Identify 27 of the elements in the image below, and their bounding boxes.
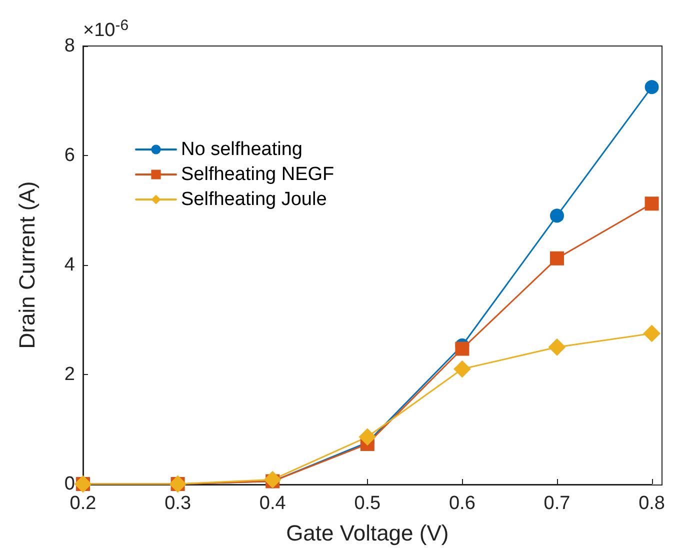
x-tick-label: 0.8 bbox=[638, 493, 666, 514]
point bbox=[455, 342, 470, 356]
legend-label: Selfheating Joule bbox=[181, 189, 327, 210]
point bbox=[550, 208, 564, 223]
point bbox=[550, 251, 564, 266]
y-tick-label: 6 bbox=[64, 145, 75, 166]
x-tick-label: 0.4 bbox=[259, 493, 286, 514]
x-tick-label: 0.6 bbox=[448, 493, 476, 514]
x-axis-title: Gate Voltage (V) bbox=[286, 520, 449, 546]
point bbox=[358, 428, 376, 446]
point bbox=[644, 80, 659, 94]
y-axis-title: Drain Current (A) bbox=[14, 181, 40, 349]
legend-label: Selfheating NEGF bbox=[181, 164, 334, 185]
point bbox=[644, 196, 659, 211]
y-tick-label: 4 bbox=[64, 254, 76, 276]
x-tick-label: 0.5 bbox=[354, 493, 381, 514]
point bbox=[454, 360, 471, 378]
y-tick-label: 0 bbox=[64, 474, 75, 494]
point bbox=[548, 338, 566, 356]
point bbox=[264, 471, 282, 488]
point bbox=[643, 324, 660, 342]
legend-label: No selfheating bbox=[181, 139, 302, 160]
x-tick-label: 0.2 bbox=[70, 493, 96, 514]
y-tick-label: 2 bbox=[64, 364, 75, 385]
x-tick-label: 0.7 bbox=[544, 493, 570, 514]
x-tick-label: 0.3 bbox=[164, 493, 192, 514]
y-tick-label: 8 bbox=[64, 36, 75, 56]
